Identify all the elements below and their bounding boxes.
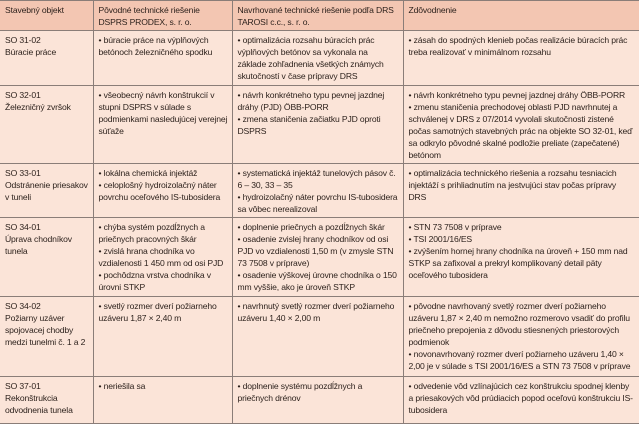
bullet-item: • pochôdzna vrstva chodníka v úrovni STK…: [98, 270, 212, 292]
object-code: SO 32-01: [5, 90, 41, 100]
bullet-item: • búracie práce na výplňových betónoch ž…: [98, 35, 213, 57]
table-row: SO 34-02 Požiarny uzáver spojovacej chodb…: [0, 296, 639, 377]
table-row: SO 37-01 Rekonštrukcia odvodnenia tunela •…: [0, 376, 639, 424]
cell-reason: • odvedenie vôd vzlínajúcich cez konštru…: [402, 376, 639, 424]
cell-object: SO 32-01 Železničný zvršok: [0, 85, 94, 164]
object-name: Požiarny uzáver spojovacej chodby medzi …: [5, 313, 86, 347]
cell-original: • neriešila sa: [92, 376, 233, 424]
bullet-item: • zásah do spodných klenieb počas realiz…: [408, 35, 628, 57]
header-proposed: Navrhované technické riešenie podľa DRS …: [231, 0, 404, 31]
bullet-item: • hydroizolačný náter povrchu IS-tubosid…: [237, 192, 398, 214]
bullet-item: • novonavrhovaný rozmer dverí požiarneho…: [408, 349, 631, 371]
cell-proposed: • navrhnutý svetlý rozmer dverí požiarne…: [231, 296, 404, 377]
cell-reason: • návrh konkrétneho typu pevnej jazdnej …: [402, 85, 639, 164]
object-name: Rekonštrukcia odvodnenia tunela: [5, 393, 73, 415]
cell-original: • búracie práce na výplňových betónoch ž…: [92, 30, 233, 86]
table-row: SO 31-02 Búracie práce • búracie práce na …: [0, 30, 639, 86]
object-code: SO 34-01: [5, 222, 41, 232]
bullet-item: • pôvodne navrhovaný svetlý rozmer dverí…: [408, 301, 630, 347]
cell-reason: • zásah do spodných klenieb počas realiz…: [402, 30, 639, 86]
cell-object: SO 31-02 Búracie práce: [0, 30, 94, 86]
cell-object: SO 33-01 Odstránenie priesakov v tuneli: [0, 163, 94, 218]
cell-original: • všeobecný návrh konštrukcií v stupni D…: [92, 85, 233, 164]
cell-original: • lokálna chemická injektáž • celoplošný …: [92, 163, 233, 218]
object-code: SO 33-01: [5, 168, 41, 178]
bullet-item: • doplnenie priečnych a pozdĺžnych škár: [237, 222, 385, 232]
header-object: Stavebný objekt: [0, 0, 94, 31]
bullet-item: • zvýšením hornej hrany chodníka na úrov…: [408, 246, 628, 280]
bullet-item: • STN 73 7508 v príprave: [408, 222, 502, 232]
cell-reason: • optimalizácia technického riešenia a r…: [402, 163, 639, 218]
cell-object: SO 34-02 Požiarny uzáver spojovacej chodb…: [0, 296, 94, 377]
bullet-item: • lokálna chemická injektáž: [98, 168, 198, 178]
bullet-item: • zmenu staničenia prechodovej oblasti P…: [408, 102, 633, 160]
cell-original: • svetlý rozmer dverí požiarneho uzáveru…: [92, 296, 233, 377]
table-row: SO 32-01 Železničný zvršok • všeobecný náv…: [0, 85, 639, 164]
bullet-item: • chýba systém pozdĺžnych a priečnych pr…: [98, 222, 206, 244]
bullet-item: • TSI 2001/16/ES: [408, 234, 473, 244]
bullet-item: • návrh konkrétneho typu pevnej jazdnej …: [237, 90, 385, 112]
object-name: Železničný zvršok: [5, 102, 71, 112]
header-row: Stavebný objekt Pôvodné technické riešen…: [0, 0, 639, 31]
bullet-item: • neriešila sa: [98, 381, 146, 391]
bullet-item: • navrhnutý svetlý rozmer dverí požiarne…: [237, 301, 395, 323]
object-name: Úprava chodníkov tunela: [5, 234, 72, 256]
object-name: Odstránenie priesakov v tuneli: [5, 180, 88, 202]
object-code: SO 31-02: [5, 35, 41, 45]
bullet-item: • celoplošný hydroizolačný náter povrchu…: [98, 180, 221, 202]
bullet-item: • návrh konkrétneho typu pevnej jazdnej …: [408, 90, 626, 100]
cell-original: • chýba systém pozdĺžnych a priečnych pr…: [92, 217, 233, 297]
cell-reason: • pôvodne navrhovaný svetlý rozmer dverí…: [402, 296, 639, 377]
cell-object: SO 37-01 Rekonštrukcia odvodnenia tunela: [0, 376, 94, 424]
header-reason: Zdôvodnenie: [402, 0, 639, 31]
cell-proposed: • návrh konkrétneho typu pevnej jazdnej …: [231, 85, 404, 164]
bullet-item: • osadenie výškovej úrovne chodníka o 15…: [237, 270, 397, 292]
bullet-item: • všeobecný návrh konštrukcií v stupni D…: [98, 90, 228, 136]
bullet-item: • optimalizácia rozsahu búracích prác vý…: [237, 35, 384, 81]
bullet-item: • osadenie zvislej hrany chodníkov od os…: [237, 234, 394, 268]
cell-proposed: • systematická injektáž tunelových pásov…: [231, 163, 404, 218]
bullet-item: • systematická injektáž tunelových pásov…: [237, 168, 396, 190]
bullet-item: • doplnenie systému pozdĺžnych a priečny…: [237, 381, 363, 403]
cell-proposed: • doplnenie systému pozdĺžnych a priečny…: [231, 376, 404, 424]
cell-reason: • STN 73 7508 v príprave • TSI 2001/16/ES…: [402, 217, 639, 297]
bullet-item: • optimalizácia technického riešenia a r…: [408, 168, 617, 202]
cell-proposed: • optimalizácia rozsahu búracích prác vý…: [231, 30, 404, 86]
object-name: Búracie práce: [5, 47, 57, 57]
cell-proposed: • doplnenie priečnych a pozdĺžnych škár •…: [231, 217, 404, 297]
bullet-item: • odvedenie vôd vzlínajúcich cez konštru…: [408, 381, 634, 415]
table-row: SO 34-01 Úprava chodníkov tunela • chýba s…: [0, 217, 639, 297]
bullet-item: • svetlý rozmer dverí požiarneho uzáveru…: [98, 301, 217, 323]
cell-object: SO 34-01 Úprava chodníkov tunela: [0, 217, 94, 297]
header-original: Pôvodné technické riešenie DSPRS PRODEX,…: [92, 0, 233, 31]
table-row: SO 33-01 Odstránenie priesakov v tuneli • …: [0, 163, 639, 218]
object-code: SO 37-01: [5, 381, 41, 391]
bullet-item: • zmena staničenia začiatku PJD oproti D…: [237, 114, 381, 136]
bullet-item: • zvislá hrana chodníka vo vzdialenosti …: [98, 246, 224, 268]
object-code: SO 34-02: [5, 301, 41, 311]
